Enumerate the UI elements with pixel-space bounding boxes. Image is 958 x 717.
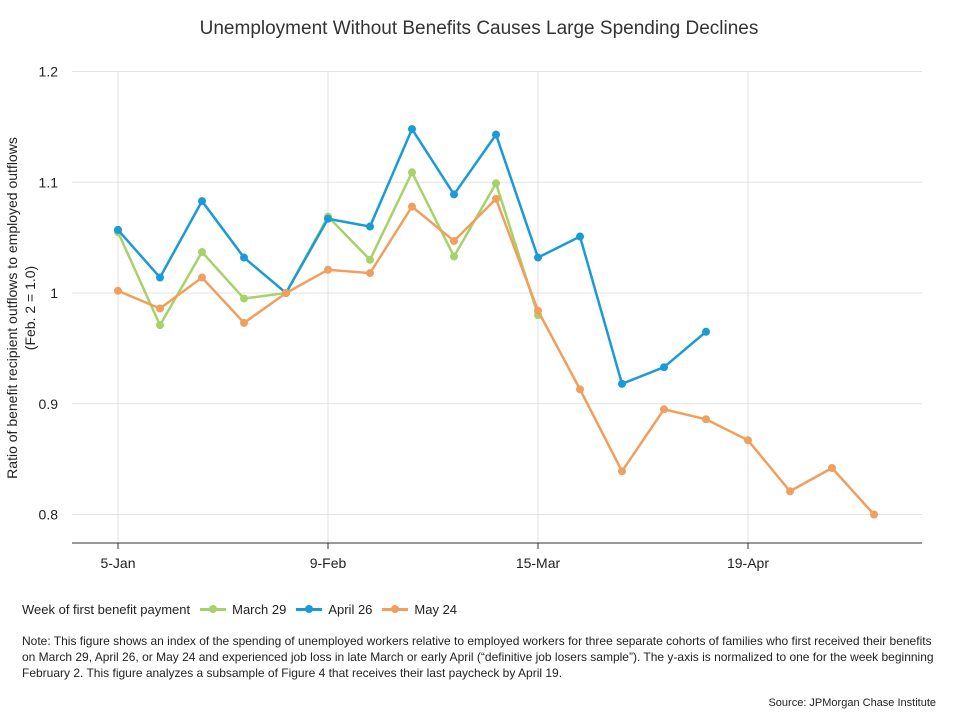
- data-point: [366, 269, 374, 278]
- data-point: [156, 304, 164, 313]
- legend: Week of first benefit payment March 29 A…: [22, 602, 457, 617]
- data-point: [114, 286, 122, 295]
- data-point: [198, 248, 206, 257]
- data-point: [408, 168, 416, 177]
- data-point: [660, 363, 668, 372]
- legend-swatch: [200, 605, 227, 613]
- legend-swatch: [296, 605, 323, 613]
- data-point: [576, 385, 584, 394]
- data-point: [324, 214, 332, 223]
- legend-item: May 24: [382, 602, 457, 617]
- data-point: [492, 194, 500, 203]
- y-axis-label: Ratio of benefit recipient outflows to e…: [4, 137, 20, 479]
- x-tick-label: 19-Apr: [727, 555, 769, 571]
- x-tick-label: 9-Feb: [310, 555, 347, 571]
- data-point: [618, 467, 626, 476]
- data-point: [240, 253, 248, 262]
- data-point: [198, 273, 206, 282]
- data-point: [870, 510, 878, 519]
- data-point: [450, 252, 458, 261]
- data-point: [198, 197, 206, 206]
- legend-item: March 29: [200, 602, 286, 617]
- series-line-may-24: [117, 196, 875, 516]
- data-point: [828, 463, 836, 472]
- data-point: [492, 130, 500, 139]
- data-point: [534, 306, 542, 315]
- data-point: [114, 225, 122, 234]
- data-point: [240, 318, 248, 327]
- y-tick-label: 0.9: [39, 396, 59, 412]
- data-point: [576, 232, 584, 241]
- data-point: [408, 125, 416, 134]
- data-point: [282, 289, 290, 297]
- y-tick-label: 1.2: [39, 64, 59, 80]
- data-point: [534, 253, 542, 262]
- y-tick-label: 1: [50, 285, 58, 301]
- data-point: [408, 202, 416, 211]
- data-point: [366, 255, 374, 264]
- line-chart: 0.8 0.9 1 1.1 1.2 5-Jan 9-Feb 15-Mar 19-Apr Ratio…: [4, 64, 922, 571]
- x-tick-label: 15-Mar: [516, 555, 561, 571]
- data-point: [618, 379, 626, 388]
- data-point: [366, 222, 374, 231]
- legend-swatch: [382, 605, 409, 613]
- data-point: [324, 265, 332, 274]
- y-axis-label-note: (Feb. 2 = 1.0): [22, 266, 38, 350]
- data-point: [660, 405, 668, 414]
- x-tick-label: 5-Jan: [100, 555, 135, 571]
- data-point: [156, 273, 164, 282]
- data-point: [492, 179, 500, 188]
- data-point: [744, 436, 752, 445]
- chart-source: Source: JPMorgan Chase Institute: [768, 697, 936, 709]
- data-point: [702, 415, 710, 424]
- y-tick-label: 1.1: [39, 174, 59, 190]
- data-point: [240, 294, 248, 303]
- data-point: [156, 321, 164, 330]
- data-point: [786, 487, 794, 496]
- legend-title: Week of first benefit payment: [22, 602, 191, 617]
- data-point: [450, 236, 458, 245]
- data-point: [450, 190, 458, 199]
- y-tick-label: 0.8: [39, 507, 59, 523]
- chart-note: Note: This figure shows an index of the …: [22, 634, 934, 680]
- chart-title: Unemployment Without Benefits Causes Lar…: [199, 18, 759, 39]
- legend-item: April 26: [296, 602, 372, 617]
- data-point: [702, 327, 710, 336]
